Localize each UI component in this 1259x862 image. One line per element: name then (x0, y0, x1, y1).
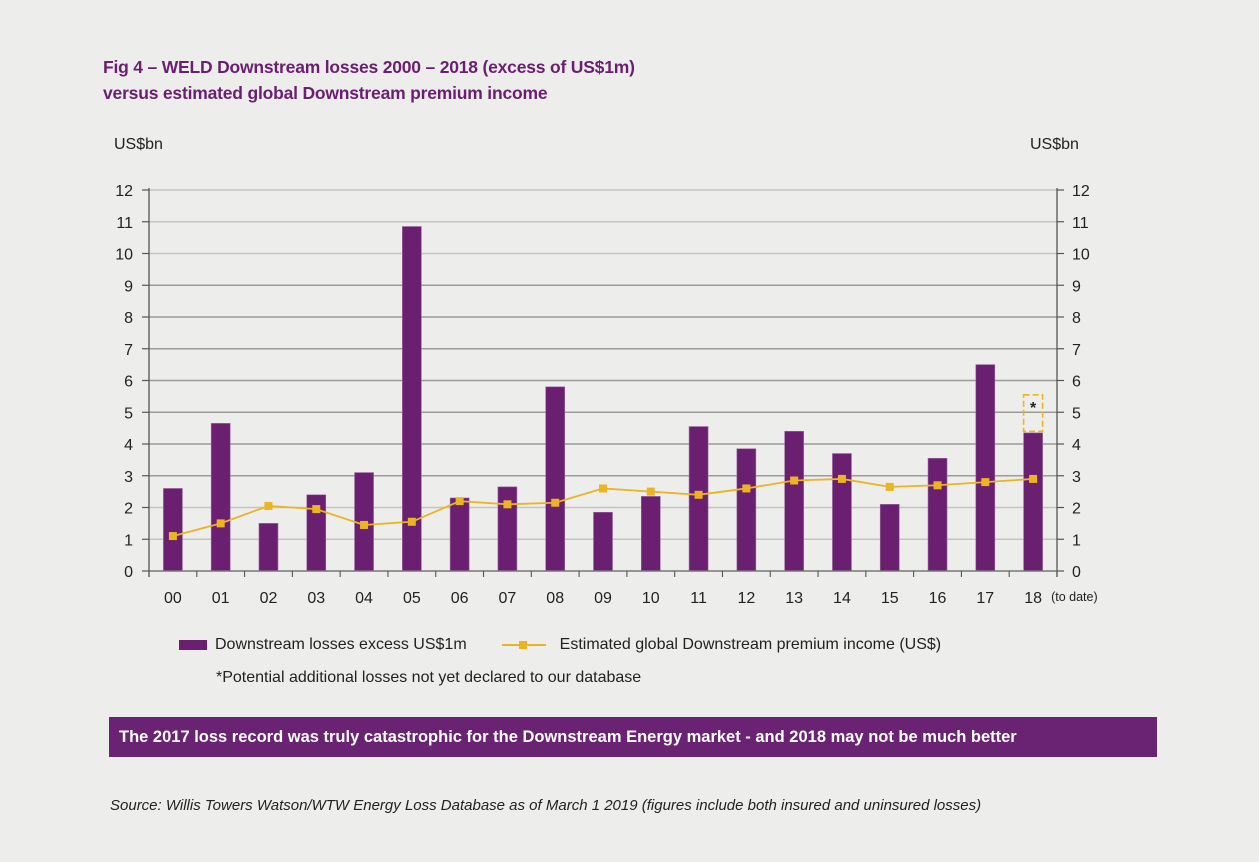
left-axis-tick-label: 7 (124, 342, 133, 359)
premium-income-point-02 (264, 501, 273, 510)
chart-title-line2: versus estimated global Downstream premi… (103, 83, 548, 103)
right-axis-tick-label: 7 (1072, 342, 1081, 359)
right-axis-tick-label: 1 (1072, 532, 1081, 549)
x-axis-tick-label: 14 (833, 590, 851, 607)
legend-line-label: Estimated global Downstream premium inco… (559, 636, 942, 653)
bar-02 (258, 523, 279, 572)
bar-17 (975, 364, 996, 572)
right-axis-tick-label: 3 (1072, 469, 1081, 486)
premium-income-point-06 (455, 497, 464, 506)
left-axis-tick-label: 4 (124, 437, 133, 454)
right-axis-tick-label: 9 (1072, 278, 1081, 295)
bar-01 (210, 423, 231, 572)
x-axis-tick-label: 01 (212, 590, 230, 607)
left-axis-unit: US$bn (114, 136, 163, 153)
right-axis-tick-label: 6 (1072, 374, 1081, 391)
right-axis-tick-label: 8 (1072, 310, 1081, 327)
bar-12 (736, 448, 757, 572)
bar-16 (927, 457, 948, 572)
premium-income-point-05 (407, 517, 416, 526)
right-axis-tick-label: 12 (1072, 183, 1090, 200)
left-axis-tick-label: 11 (116, 215, 133, 232)
bar-10 (640, 496, 661, 572)
premium-income-point-00 (168, 532, 177, 541)
pending-losses-box (1022, 393, 1044, 433)
premium-income-point-13 (790, 476, 799, 485)
to-date-note: (to date) (1051, 590, 1098, 604)
premium-income-point-08 (551, 498, 560, 507)
bar-00 (163, 488, 183, 572)
footnote: *Potential additional losses not yet dec… (216, 669, 642, 686)
left-axis-tick-label: 10 (115, 247, 133, 264)
left-axis-tick-label: 9 (124, 278, 133, 295)
premium-income-point-17 (981, 478, 990, 487)
x-axis-tick-label: 18 (1024, 590, 1042, 607)
summary-banner: The 2017 loss record was truly catastrop… (109, 717, 1157, 757)
premium-income-point-12 (742, 484, 751, 493)
premium-income-point-15 (885, 482, 894, 491)
right-axis-tick-label: 0 (1072, 564, 1081, 581)
bar-18 (1023, 432, 1043, 572)
premium-income-point-03 (312, 505, 321, 514)
right-axis-tick-label: 4 (1072, 437, 1081, 454)
x-axis-tick-label: 02 (260, 590, 278, 607)
left-axis-tick-label: 0 (124, 564, 133, 581)
left-axis-tick-label: 12 (115, 183, 133, 200)
x-axis-tick-label: 07 (499, 590, 517, 607)
chart-title-line1: Fig 4 – WELD Downstream losses 2000 – 20… (103, 57, 635, 77)
premium-income-point-14 (837, 474, 846, 483)
premium-income-point-04 (360, 520, 369, 529)
right-axis-tick-label: 5 (1072, 405, 1081, 422)
premium-income-point-07 (503, 500, 512, 509)
x-axis-tick-label: 10 (642, 590, 660, 607)
x-axis-tick-label: 09 (594, 590, 612, 607)
x-axis-tick-label: 06 (451, 590, 469, 607)
legend-line-swatch (501, 638, 546, 652)
summary-banner-text: The 2017 loss record was truly catastrop… (119, 727, 1017, 746)
legend-bar-label: Downstream losses excess US$1m (215, 636, 467, 653)
bar-07 (497, 486, 518, 572)
x-axis-tick-label: 16 (929, 590, 947, 607)
left-axis-tick-label: 2 (124, 501, 133, 518)
premium-income-point-01 (216, 519, 225, 528)
premium-income-point-10 (646, 487, 655, 496)
x-axis-tick-label: 13 (785, 590, 803, 607)
source-note: Source: Willis Towers Watson/WTW Energy … (110, 797, 982, 814)
bar-13 (784, 430, 804, 572)
left-axis-tick-label: 5 (124, 405, 133, 422)
legend-bar-swatch (179, 640, 207, 650)
pending-losses-asterisk: * (1030, 400, 1037, 417)
right-axis-tick-label: 11 (1072, 215, 1089, 232)
x-axis-tick-label: 04 (355, 590, 373, 607)
x-axis-tick-label: 05 (403, 590, 421, 607)
bar-15 (879, 504, 900, 572)
bar-08 (545, 386, 566, 572)
right-axis-tick-label: 10 (1072, 247, 1090, 264)
right-axis-unit: US$bn (1030, 136, 1079, 153)
premium-income-point-18 (1029, 474, 1038, 483)
right-axis-tick-label: 2 (1072, 501, 1081, 518)
left-axis-tick-label: 3 (124, 469, 133, 486)
left-axis-tick-label: 1 (124, 532, 133, 549)
x-axis-tick-label: 08 (546, 590, 564, 607)
premium-income-point-16 (933, 481, 942, 490)
x-axis-tick-label: 03 (307, 590, 325, 607)
bar-14 (832, 453, 852, 572)
bar-09 (593, 511, 613, 572)
legend: Downstream losses excess US$1m Estimated… (179, 636, 941, 654)
x-axis-tick-label: 15 (881, 590, 899, 607)
x-axis-tick-label: 12 (737, 590, 755, 607)
chart-title: Fig 4 – WELD Downstream losses 2000 – 20… (103, 54, 635, 106)
bar-06 (449, 497, 470, 572)
premium-income-point-11 (694, 490, 703, 499)
left-axis-tick-label: 8 (124, 310, 133, 327)
premium-income-point-09 (599, 484, 607, 493)
x-axis-tick-label: 11 (690, 590, 707, 607)
x-axis-tick-label: 00 (164, 590, 182, 607)
x-axis-tick-label: 17 (976, 590, 994, 607)
left-axis-tick-label: 6 (124, 374, 133, 391)
